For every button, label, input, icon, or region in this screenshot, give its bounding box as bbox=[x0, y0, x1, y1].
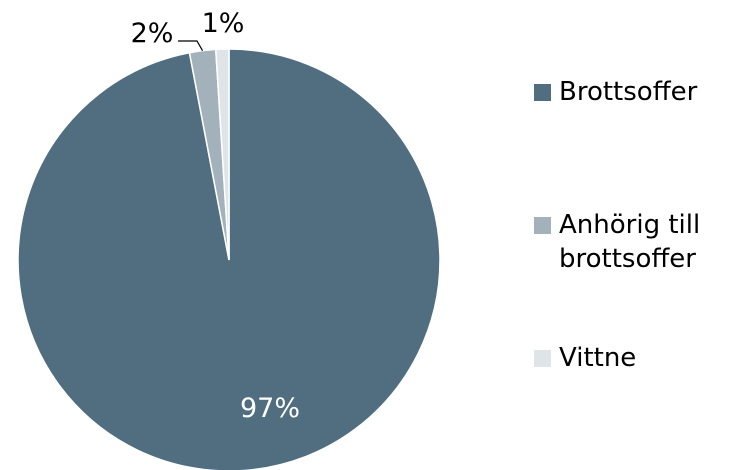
legend-label-anhorig-line1: Anhörig till bbox=[559, 210, 701, 240]
pie-slices bbox=[17, 48, 441, 470]
legend-label-brottsoffer: Brottsoffer bbox=[559, 77, 698, 107]
legend-swatch-brottsoffer bbox=[534, 84, 551, 101]
leader-line-anhorig bbox=[178, 40, 204, 51]
pie-slice-vittne bbox=[214, 48, 230, 261]
legend-label-vittne: Vittne bbox=[559, 343, 637, 373]
legend-label-anhorig-line2: brottsoffer bbox=[559, 244, 696, 274]
pie-label-vittne: 1% bbox=[202, 8, 245, 39]
legend-swatch-vittne bbox=[534, 350, 551, 367]
pie-labels: 97% 2% 1% bbox=[131, 8, 300, 424]
legend-swatch-anhorig bbox=[534, 217, 551, 234]
pie-label-brottsoffer: 97% bbox=[240, 393, 300, 424]
pie-label-anhorig: 2% bbox=[131, 18, 174, 49]
